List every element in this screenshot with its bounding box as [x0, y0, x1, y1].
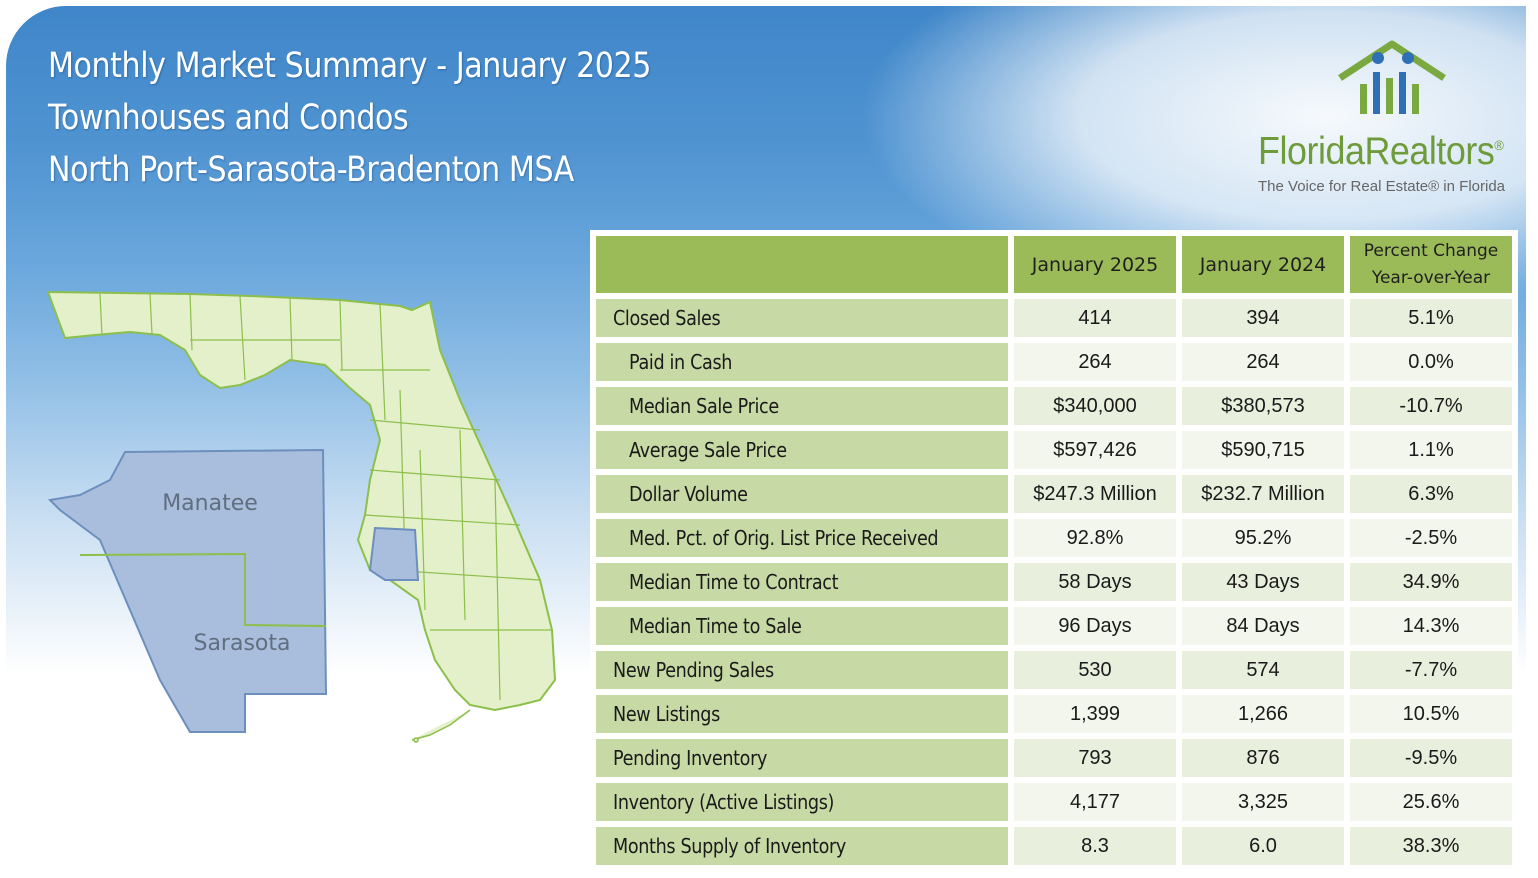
- table-row: Average Sale Price $597,426 $590,715 1.1%: [596, 431, 1512, 469]
- value-jan-2025: 4,177: [1014, 783, 1176, 821]
- table-row: Median Sale Price $340,000 $380,573 -10.7%: [596, 387, 1512, 425]
- table-row: Closed Sales 414 394 5.1%: [596, 299, 1512, 337]
- header-jan-2025: January 2025: [1014, 236, 1176, 293]
- value-jan-2024: 1,266: [1182, 695, 1344, 733]
- value-jan-2025: 92.8%: [1014, 519, 1176, 557]
- value-jan-2024: $590,715: [1182, 431, 1344, 469]
- value-percent-change: -10.7%: [1350, 387, 1512, 425]
- row-label: New Listings: [596, 695, 1008, 733]
- table-row: Pending Inventory 793 876 -9.5%: [596, 739, 1512, 777]
- msa-highlight: [368, 526, 420, 581]
- value-percent-change: 6.3%: [1350, 475, 1512, 513]
- county-boundary: [79, 552, 327, 627]
- row-label: Med. Pct. of Orig. List Price Received: [596, 519, 1008, 557]
- value-jan-2024: 43 Days: [1182, 563, 1344, 601]
- header-jan-2024: January 2024: [1182, 236, 1344, 293]
- value-jan-2025: 8.3: [1014, 827, 1176, 865]
- title-line-1: Monthly Market Summary - January 2025: [48, 46, 651, 86]
- title-line-2: Townhouses and Condos: [48, 98, 409, 138]
- florida-realtors-logo: FloridaRealtors® The Voice for Real Esta…: [1250, 38, 1520, 208]
- row-label: Closed Sales: [596, 299, 1008, 337]
- value-jan-2025: $340,000: [1014, 387, 1176, 425]
- value-percent-change: 0.0%: [1350, 343, 1512, 381]
- table-row: New Pending Sales 530 574 -7.7%: [596, 651, 1512, 689]
- florida-map: Manatee Sarasota: [46, 290, 557, 743]
- table-row: Dollar Volume $247.3 Million $232.7 Millio…: [596, 475, 1512, 513]
- florida-state-shape: [46, 290, 557, 712]
- value-jan-2024: 84 Days: [1182, 607, 1344, 645]
- value-jan-2024: 6.0: [1182, 827, 1344, 865]
- value-percent-change: 1.1%: [1350, 431, 1512, 469]
- value-jan-2025: 264: [1014, 343, 1176, 381]
- value-jan-2025: 793: [1014, 739, 1176, 777]
- table-row: Paid in Cash 264 264 0.0%: [596, 343, 1512, 381]
- value-jan-2025: 530: [1014, 651, 1176, 689]
- value-percent-change: -2.5%: [1350, 519, 1512, 557]
- logo-tagline: The Voice for Real Estate® in Florida: [1258, 178, 1506, 195]
- table-row: Inventory (Active Listings) 4,177 3,325 25.…: [596, 783, 1512, 821]
- value-jan-2024: 394: [1182, 299, 1344, 337]
- value-jan-2025: 58 Days: [1014, 563, 1176, 601]
- value-percent-change: 34.9%: [1350, 563, 1512, 601]
- logo-wordmark: FloridaRealtors®: [1258, 130, 1504, 173]
- table-row: Median Time to Sale 96 Days 84 Days 14.3%: [596, 607, 1512, 645]
- value-jan-2024: 574: [1182, 651, 1344, 689]
- page-title: Monthly Market Summary - January 2025 To…: [48, 40, 651, 196]
- row-label: Pending Inventory: [596, 739, 1008, 777]
- row-label: Average Sale Price: [596, 431, 1008, 469]
- value-percent-change: -7.7%: [1350, 651, 1512, 689]
- value-jan-2024: 876: [1182, 739, 1344, 777]
- value-percent-change: -9.5%: [1350, 739, 1512, 777]
- table-row: Med. Pct. of Orig. List Price Received 92…: [596, 519, 1512, 557]
- row-label: Dollar Volume: [596, 475, 1008, 513]
- value-percent-change: 38.3%: [1350, 827, 1512, 865]
- inset-county-map: [47, 448, 328, 733]
- table-row: Median Time to Contract 58 Days 43 Days 34.…: [596, 563, 1512, 601]
- header-blank: [596, 236, 1008, 293]
- row-label: Median Time to Sale: [596, 607, 1008, 645]
- value-percent-change: 5.1%: [1350, 299, 1512, 337]
- value-jan-2024: 264: [1182, 343, 1344, 381]
- value-percent-change: 14.3%: [1350, 607, 1512, 645]
- value-jan-2025: 1,399: [1014, 695, 1176, 733]
- value-jan-2024: 95.2%: [1182, 519, 1344, 557]
- house-people-icon: [1338, 40, 1446, 114]
- county-label-manatee: Manatee: [162, 491, 258, 516]
- row-label: Median Sale Price: [596, 387, 1008, 425]
- county-label-sarasota: Sarasota: [193, 631, 290, 656]
- row-label: Inventory (Active Listings): [596, 783, 1008, 821]
- row-label: New Pending Sales: [596, 651, 1008, 689]
- table-header-row: January 2025 January 2024 Percent Change…: [596, 236, 1512, 293]
- row-label: Paid in Cash: [596, 343, 1008, 381]
- row-label: Median Time to Contract: [596, 563, 1008, 601]
- value-percent-change: 10.5%: [1350, 695, 1512, 733]
- value-jan-2025: 414: [1014, 299, 1176, 337]
- value-jan-2025: $247.3 Million: [1014, 475, 1176, 513]
- value-percent-change: 25.6%: [1350, 783, 1512, 821]
- table-row: Months Supply of Inventory 8.3 6.0 38.3%: [596, 827, 1512, 865]
- value-jan-2025: 96 Days: [1014, 607, 1176, 645]
- value-jan-2024: 3,325: [1182, 783, 1344, 821]
- value-jan-2024: $380,573: [1182, 387, 1344, 425]
- header-percent-change: Percent Change Year-over-Year: [1350, 236, 1512, 293]
- row-label: Months Supply of Inventory: [596, 827, 1008, 865]
- table-row: New Listings 1,399 1,266 10.5%: [596, 695, 1512, 733]
- market-summary-table: January 2025 January 2024 Percent Change…: [590, 230, 1518, 871]
- value-jan-2025: $597,426: [1014, 431, 1176, 469]
- title-line-3: North Port-Sarasota-Bradenton MSA: [48, 150, 574, 190]
- value-jan-2024: $232.7 Million: [1182, 475, 1344, 513]
